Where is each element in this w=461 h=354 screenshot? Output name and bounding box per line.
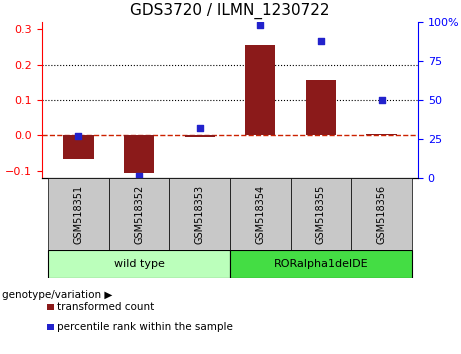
Bar — [351, 178, 412, 250]
Text: RORalpha1delDE: RORalpha1delDE — [274, 259, 368, 269]
Title: GDS3720 / ILMN_1230722: GDS3720 / ILMN_1230722 — [130, 3, 330, 19]
Text: GSM518352: GSM518352 — [134, 184, 144, 244]
Point — [317, 38, 325, 44]
Point — [196, 125, 203, 131]
Text: GSM518353: GSM518353 — [195, 184, 205, 244]
Bar — [230, 250, 412, 278]
Point — [136, 173, 143, 179]
Text: transformed count: transformed count — [57, 302, 154, 312]
Bar — [63, 136, 94, 159]
Bar — [124, 136, 154, 173]
Bar — [48, 178, 109, 250]
Point — [75, 133, 82, 139]
Bar — [47, 304, 54, 309]
Text: percentile rank within the sample: percentile rank within the sample — [57, 322, 233, 332]
Bar — [245, 45, 276, 136]
Bar — [48, 250, 230, 278]
Bar — [230, 178, 290, 250]
Text: GSM518355: GSM518355 — [316, 184, 326, 244]
Bar — [366, 134, 397, 136]
Bar — [169, 178, 230, 250]
Text: genotype/variation ▶: genotype/variation ▶ — [2, 290, 112, 299]
Bar — [290, 178, 351, 250]
Text: wild type: wild type — [113, 259, 165, 269]
Bar — [306, 80, 336, 136]
Bar — [184, 136, 215, 137]
Bar — [109, 178, 169, 250]
Text: GSM518356: GSM518356 — [377, 184, 387, 244]
Point — [378, 97, 385, 103]
Point — [257, 22, 264, 28]
Text: GSM518351: GSM518351 — [73, 184, 83, 244]
Text: GSM518354: GSM518354 — [255, 184, 266, 244]
Bar — [47, 324, 54, 330]
